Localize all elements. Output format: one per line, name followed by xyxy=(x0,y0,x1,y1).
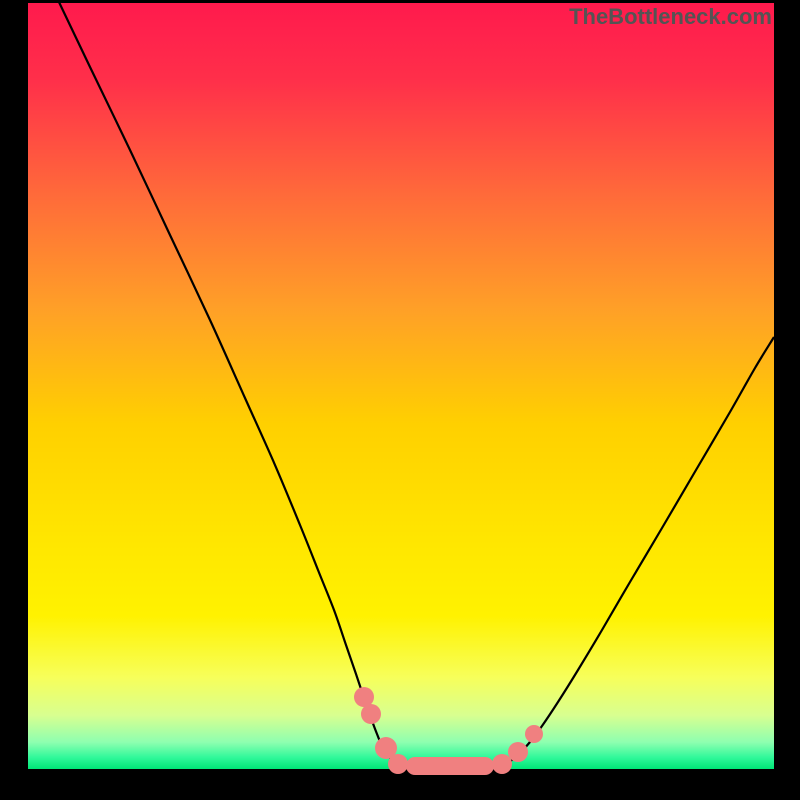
right-curve xyxy=(496,337,774,766)
marker-dot xyxy=(525,725,543,743)
left-curve xyxy=(58,0,406,766)
marker-dot xyxy=(492,754,512,774)
marker-capsule xyxy=(406,757,494,775)
chart-frame: TheBottleneck.com xyxy=(0,0,800,800)
curve-overlay xyxy=(0,0,800,800)
marker-dot xyxy=(508,742,528,762)
marker-dot xyxy=(361,704,381,724)
marker-dot xyxy=(388,754,408,774)
